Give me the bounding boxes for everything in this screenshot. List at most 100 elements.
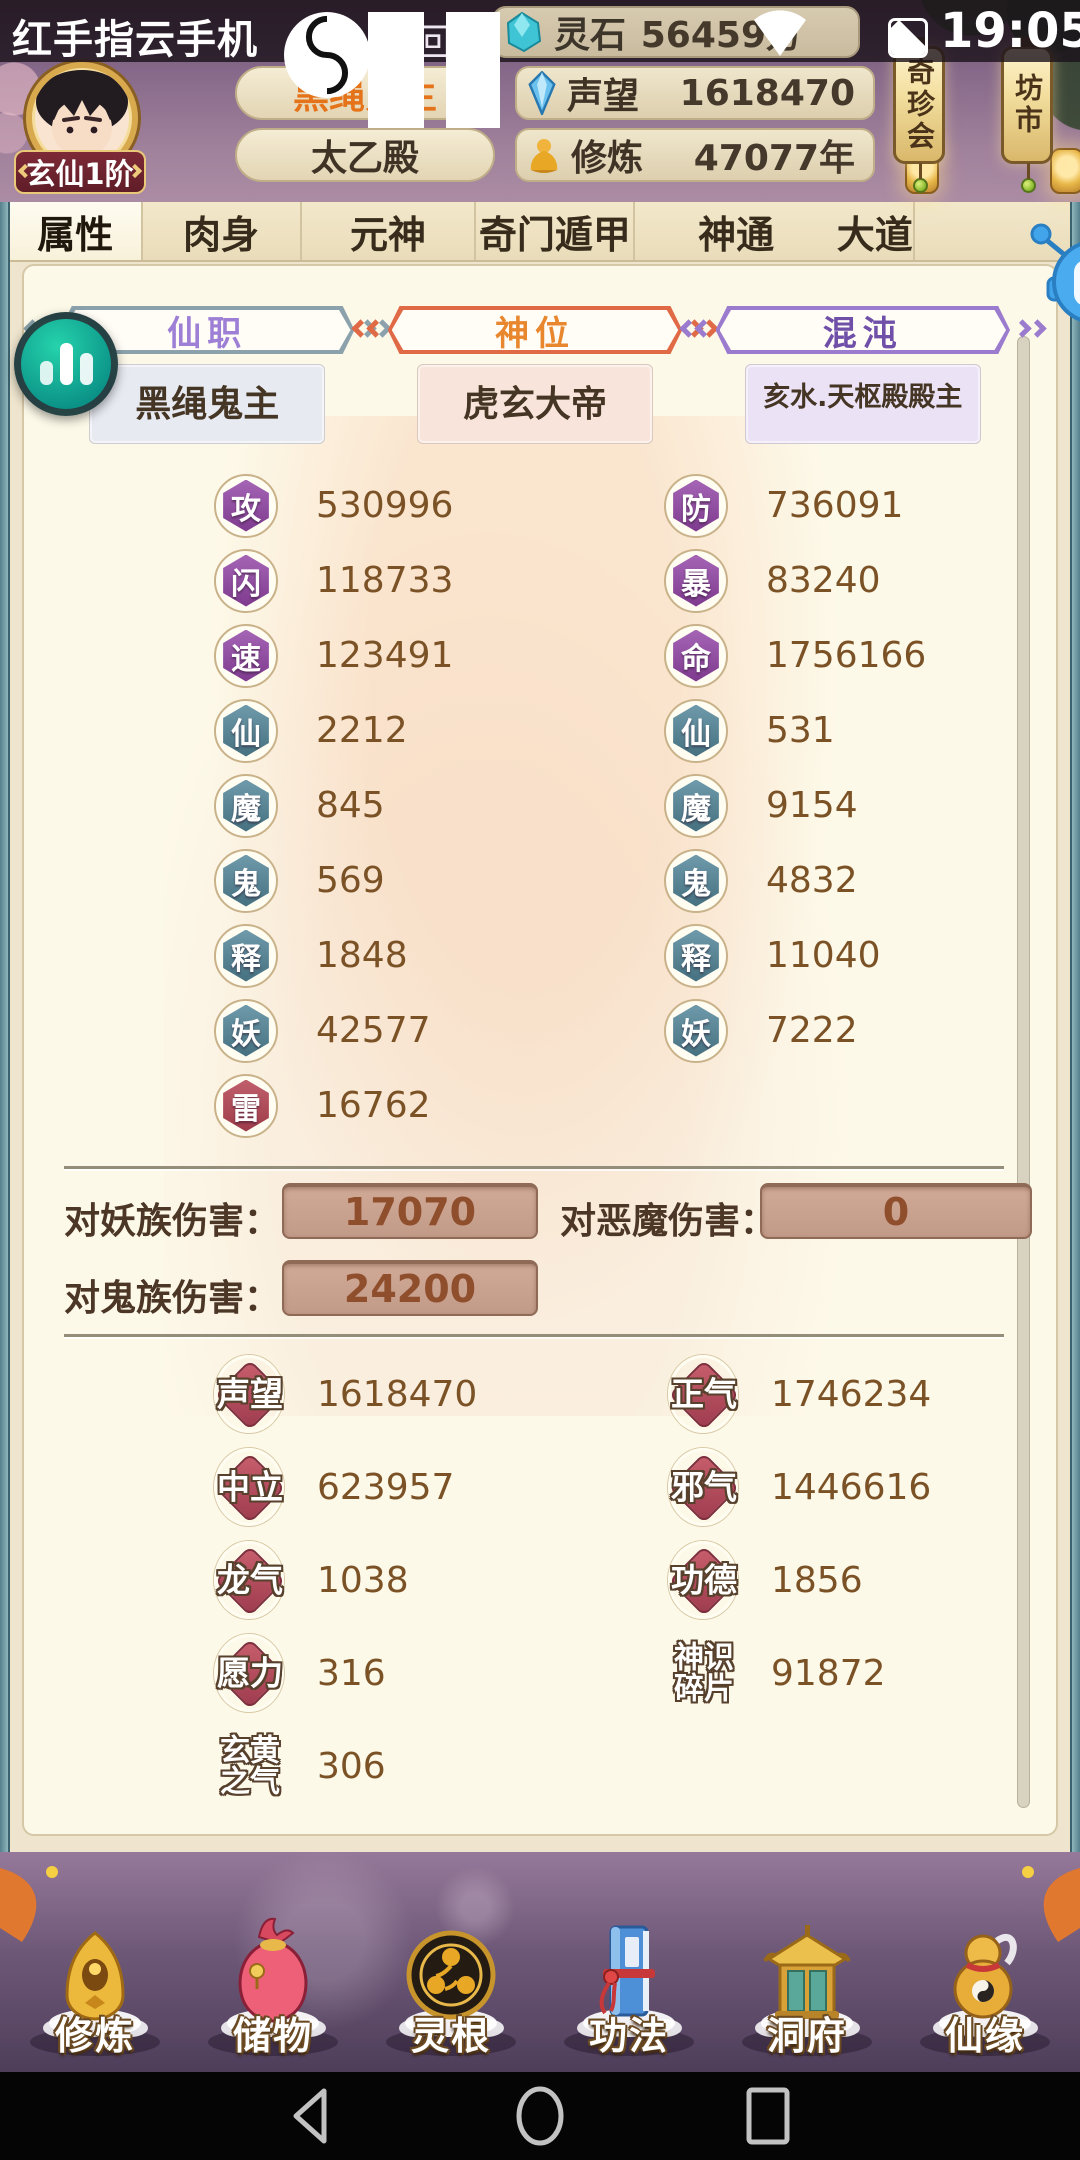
combat-stat-row: 雷 ! 16762 (214, 1068, 453, 1143)
resource-diamond-icon: 神识碎片 (663, 1632, 745, 1716)
nav-label: 灵根 (410, 2014, 492, 2058)
assistant-robot-button[interactable] (1022, 216, 1080, 326)
combat-stat-row: 鬼 ! 569 (214, 843, 453, 918)
combat-stat-row: 速 ! 123491 (214, 618, 453, 693)
nav-label: 修炼 (54, 2014, 136, 2058)
reputation-label: 声望 (567, 76, 640, 117)
banner-title: 仙职 (167, 313, 248, 354)
nav-item-spirit-root[interactable]: 灵根 (362, 1852, 540, 2072)
resource-stat-row: 神识碎片 91872 (663, 1627, 931, 1720)
lantern-sign-label: 奇珍会 (903, 57, 936, 153)
damage-value: 0 (882, 1190, 910, 1234)
combat-stat-row: 魔 ! 845 (214, 768, 453, 843)
title-banner-group[interactable]: 仙职 黑绳鬼主 (23, 306, 392, 444)
stat-value: 1756166 (766, 635, 927, 676)
nav-label: 洞府 (766, 2014, 848, 2058)
tab-label: 大道 (836, 212, 913, 257)
stat-char-label: 暴 (681, 566, 711, 602)
resource-diamond-icon: 龙气 (209, 1539, 291, 1623)
tab-label: 属性 (37, 212, 114, 257)
combat-stat-row: 仙 ! 2212 (214, 693, 453, 768)
stat-hex-icon: 鬼 ! (664, 848, 728, 913)
resource-label: 功德 (671, 1560, 737, 1600)
spirit-stone-icon (506, 11, 542, 53)
damage-label: 对鬼族伤害： (64, 1278, 281, 1319)
tab[interactable]: 大道 (837, 202, 915, 260)
panel-left-edge (0, 202, 10, 1852)
cultivation-label: 修炼 (571, 138, 644, 179)
level-badge-label: 玄仙1阶 (26, 157, 134, 191)
stat-char-label: 释 (681, 941, 711, 977)
tab[interactable]: 肉身 (143, 202, 302, 260)
banner-value-panel: 黑绳鬼主 (89, 364, 326, 444)
banner-value-panel: 亥水.天枢殿殿主 (744, 364, 981, 444)
tab[interactable]: 元神 (302, 202, 477, 260)
section-divider (64, 1334, 1004, 1337)
nav-item-technique[interactable]: 功法 (540, 1852, 718, 2072)
bottom-navigation: 修炼 储物 (0, 1852, 1080, 2072)
bar-chart-icon (79, 353, 93, 385)
android-home-button[interactable] (514, 2086, 566, 2150)
damage-value-box: 0 (760, 1183, 1032, 1239)
nav-item-cultivate[interactable]: 修炼 (6, 1852, 184, 2072)
resource-label: 神识碎片 (674, 1640, 734, 1707)
stat-value: 83240 (766, 560, 881, 601)
stat-char-label: 魔 (681, 791, 711, 827)
resource-label: 愿力 (217, 1653, 283, 1693)
resource-stats-right-column: 正气 1746234 邪气 1446616 (663, 1348, 931, 1720)
combat-stats-left-column: 攻 ! 530996 闪 ! (214, 468, 453, 1143)
resource-value: 1618470 (317, 1374, 478, 1415)
storage-pouch-icon (221, 1917, 326, 2037)
damage-value-box: 24200 (282, 1260, 538, 1316)
stat-value: 2212 (316, 710, 408, 751)
android-recents-button[interactable] (744, 2086, 792, 2150)
resource-value: 623957 (317, 1467, 455, 1508)
tab[interactable]: 奇门遁甲 (476, 202, 636, 260)
status-bar-clock: 19:05 (940, 3, 1080, 59)
resource-value: 1446616 (771, 1467, 932, 1508)
stat-value: 845 (316, 785, 385, 826)
attribute-content: 仙职 黑绳鬼主 (22, 264, 1058, 1836)
combat-stat-row: 闪 ! 118733 (214, 543, 453, 618)
stat-char-label: 妖 (231, 1016, 261, 1052)
nav-item-fate[interactable]: 仙缘 (896, 1852, 1074, 2072)
stat-char-label: 释 (231, 941, 261, 977)
resource-stat-row: 玄黄之气 306 (209, 1720, 477, 1813)
nav-item-storage[interactable]: 储物 (184, 1852, 362, 2072)
tab-label: 奇门遁甲 (478, 212, 631, 257)
nav-item-cave-manor[interactable]: 洞府 (718, 1852, 896, 2072)
lantern-sign-button[interactable]: 奇珍会 (893, 37, 945, 193)
resource-label: 玄黄之气 (220, 1733, 280, 1800)
tab[interactable]: 神通 (635, 202, 836, 260)
scrollbar[interactable] (1017, 336, 1030, 1808)
resource-stat-row: 声望 1618470 (209, 1348, 477, 1441)
title-banner-group[interactable]: 神位 虎玄大帝 (351, 306, 719, 444)
stat-value: 1848 (316, 935, 408, 976)
cultivation-value: 47077年 (693, 138, 855, 179)
damage-value-box: 17070 (282, 1183, 538, 1239)
stat-value: 118733 (316, 560, 454, 601)
avatar-face-icon (36, 70, 128, 168)
spirit-stone-label: 灵石 (554, 15, 627, 56)
stat-hex-icon: 妖 ! (214, 998, 278, 1063)
stat-hex-icon: 闪 ! (214, 548, 278, 613)
combat-stats-right-column: 防 ! 736091 暴 ! (664, 468, 926, 1068)
banner-value: 亥水.天枢殿殿主 (763, 382, 963, 413)
resource-label: 龙气 (217, 1560, 283, 1600)
tab[interactable]: 属性 (10, 202, 143, 260)
cloud-phone-overlay-button[interactable] (14, 312, 118, 416)
stat-hex-icon: 鬼 ! (214, 848, 278, 913)
spirit-stone-value: 56459万 (640, 15, 802, 56)
stat-value: 736091 (766, 485, 904, 526)
lantern-sign-button[interactable]: 坊市 (1001, 37, 1053, 193)
redacted-notification-block (446, 12, 500, 128)
android-back-button[interactable] (288, 2086, 334, 2150)
wifi-icon (748, 4, 812, 66)
stat-value: 42577 (316, 1010, 431, 1051)
flame-ribbon-decoration (1022, 1866, 1080, 1942)
title-banner-group[interactable]: 混沌 亥水.天枢殿殿主 (678, 306, 1047, 444)
stat-hex-icon: 暴 ! (664, 548, 728, 613)
spirit-root-icon (399, 1930, 504, 2037)
resource-label: 中立 (217, 1467, 283, 1507)
